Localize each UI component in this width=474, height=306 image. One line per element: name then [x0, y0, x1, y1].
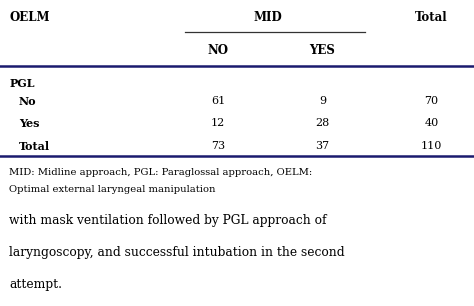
Text: Optimal external laryngeal manipulation: Optimal external laryngeal manipulation — [9, 185, 216, 194]
Text: Yes: Yes — [19, 118, 39, 129]
Text: No: No — [19, 96, 36, 107]
Text: OELM: OELM — [9, 11, 50, 24]
Text: 73: 73 — [211, 141, 225, 151]
Text: with mask ventilation followed by PGL approach of: with mask ventilation followed by PGL ap… — [9, 214, 327, 227]
Text: 9: 9 — [319, 96, 326, 106]
Text: 28: 28 — [315, 118, 329, 128]
Text: 61: 61 — [211, 96, 225, 106]
Text: laryngoscopy, and successful intubation in the second: laryngoscopy, and successful intubation … — [9, 246, 345, 259]
Text: 70: 70 — [424, 96, 438, 106]
Text: 12: 12 — [211, 118, 225, 128]
Text: 37: 37 — [315, 141, 329, 151]
Text: NO: NO — [208, 44, 228, 57]
Text: Total: Total — [19, 141, 50, 152]
Text: YES: YES — [310, 44, 335, 57]
Text: MID: MID — [254, 11, 282, 24]
Text: MID: Midline approach, PGL: Paraglossal approach, OELM:: MID: Midline approach, PGL: Paraglossal … — [9, 168, 313, 177]
Text: Total: Total — [415, 11, 447, 24]
Text: attempt.: attempt. — [9, 278, 63, 291]
Text: PGL: PGL — [9, 78, 35, 89]
Text: 110: 110 — [420, 141, 442, 151]
Text: 40: 40 — [424, 118, 438, 128]
